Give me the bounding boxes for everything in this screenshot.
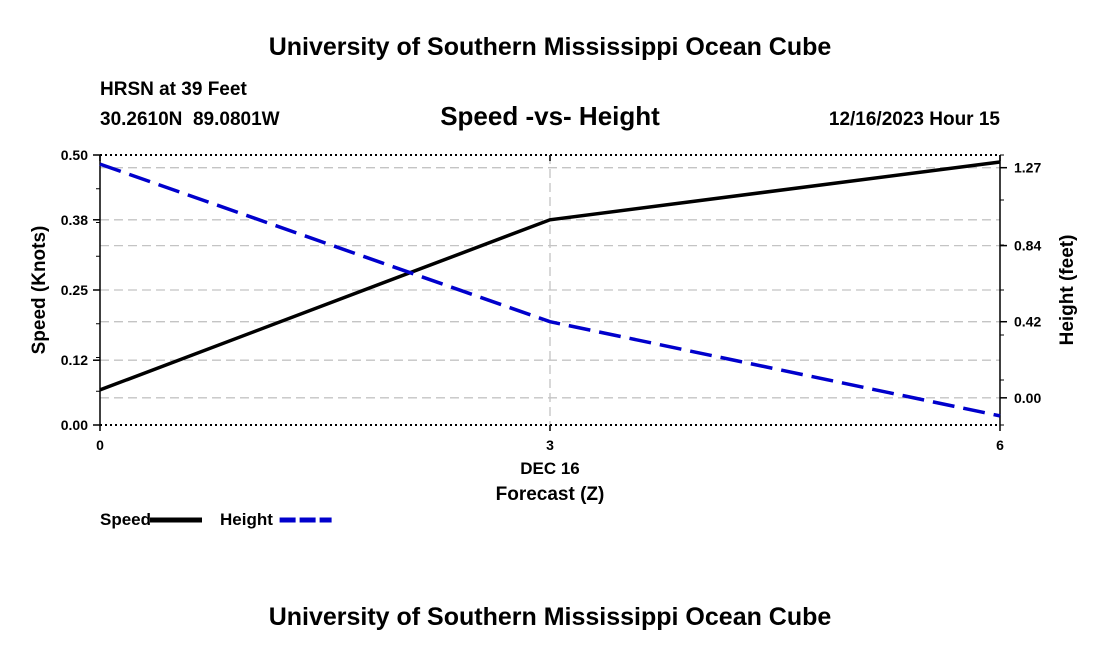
- y-tick-label: 0.25: [61, 282, 88, 298]
- chart-title: Speed -vs- Height: [440, 101, 660, 131]
- y2-tick-label: 0.84: [1014, 238, 1041, 254]
- y-tick-label: 0.50: [61, 147, 88, 163]
- legend-label-height: Height: [220, 510, 273, 529]
- x-tick-label: 6: [996, 437, 1004, 453]
- y2-tick-label: 0.42: [1014, 314, 1041, 330]
- y2-axis-label: Height (feet): [1057, 235, 1078, 346]
- legend-label-speed: Speed: [100, 510, 151, 529]
- series-line-speed: [99, 160, 1001, 392]
- grid-layer: [100, 155, 1000, 425]
- series-line-height: [99, 162, 1001, 418]
- y2-tick-label: 0.00: [1014, 390, 1041, 406]
- series-layer: [99, 160, 1001, 418]
- x-date-label: DEC 16: [520, 459, 580, 478]
- y-axis-label: Speed (Knots): [29, 226, 50, 355]
- y-tick-label: 0.12: [61, 352, 88, 368]
- x-axis-label: Forecast (Z): [496, 484, 605, 505]
- x-tick-label: 3: [546, 437, 554, 453]
- y-tick-label: 0.00: [61, 417, 88, 433]
- title-top: University of Southern Mississippi Ocean…: [269, 33, 832, 61]
- station-label: HRSN at 39 Feet: [100, 79, 247, 100]
- y-tick-label: 0.38: [61, 212, 88, 228]
- x-tick-label: 0: [96, 437, 104, 453]
- coordinates-label: 30.2610N 89.0801W: [100, 109, 280, 130]
- datetime-label: 12/16/2023 Hour 15: [829, 109, 1001, 130]
- axes-layer: 0.00 0.12 0.25 0.38 0.50 0.00 0.42 0.84 1.27 0 3 6: [61, 147, 1042, 453]
- legend: Speed Height: [100, 510, 332, 529]
- y2-tick-label: 1.27: [1014, 160, 1041, 176]
- title-bottom: University of Southern Mississippi Ocean…: [269, 603, 832, 631]
